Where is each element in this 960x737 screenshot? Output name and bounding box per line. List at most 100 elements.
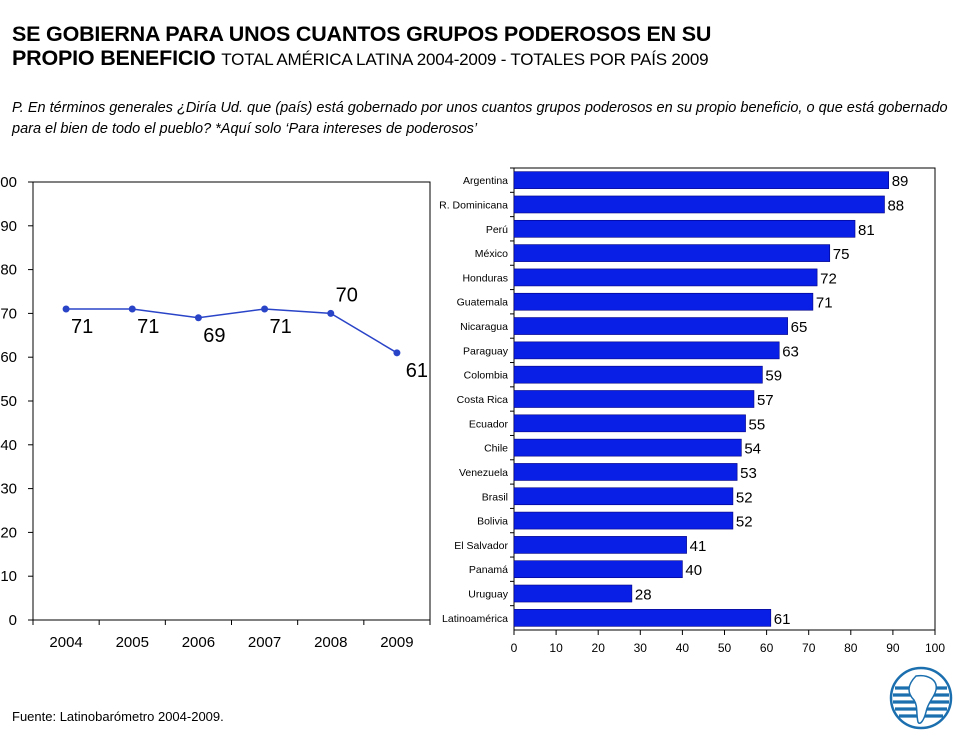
x-tick-label: 100 — [925, 641, 945, 655]
bar-value-label: 81 — [858, 222, 875, 239]
category-label: Bolivia — [477, 516, 508, 528]
x-tick-label: 2007 — [248, 634, 281, 651]
bar-value-label: 88 — [887, 197, 904, 214]
y-tick-label: 70 — [0, 305, 17, 322]
bar — [513, 584, 633, 603]
bar — [513, 511, 734, 530]
bar — [513, 341, 780, 360]
bar — [513, 463, 738, 481]
x-tick-label: 50 — [718, 641, 732, 655]
category-label: Latinoamérica — [442, 613, 508, 625]
y-tick-label: 40 — [0, 437, 17, 454]
y-tick-label: 30 — [0, 481, 17, 498]
bar-value-label: 72 — [820, 270, 837, 287]
x-tick-label: 2006 — [182, 634, 215, 651]
category-label: Brasil — [482, 491, 508, 503]
data-label: 71 — [269, 316, 291, 338]
data-point — [327, 309, 335, 317]
bar — [513, 292, 814, 311]
x-tick-label: 70 — [802, 641, 816, 655]
bar-value-label: 59 — [765, 368, 782, 385]
bar-value-label: 28 — [635, 587, 652, 604]
category-label: Chile — [484, 443, 508, 455]
x-tick-label: 2008 — [314, 634, 347, 651]
bar — [513, 171, 889, 189]
y-tick-label: 0 — [9, 612, 17, 629]
bar — [513, 609, 772, 627]
category-label: México — [475, 248, 508, 260]
category-label: R. Dominicana — [439, 199, 508, 211]
y-tick-label: 60 — [0, 349, 17, 366]
bar — [513, 195, 885, 214]
x-tick-label: 2004 — [49, 634, 82, 651]
bar — [513, 414, 746, 433]
data-label: 61 — [406, 360, 428, 382]
category-label: Colombia — [464, 370, 509, 382]
page-subtitle: TOTAL AMÉRICA LATINA 2004-2009 - TOTALES… — [221, 50, 709, 69]
y-tick-label: 50 — [0, 393, 17, 410]
x-tick-label: 2005 — [116, 634, 149, 651]
bar — [513, 244, 831, 262]
bar-value-label: 71 — [816, 295, 833, 312]
survey-question: P. En términos generales ¿Diría Ud. que … — [12, 100, 948, 137]
y-tick-label: 20 — [0, 524, 17, 541]
plot-frame — [32, 181, 431, 621]
y-tick-label: 10 — [0, 568, 17, 585]
category-label: Venezuela — [459, 467, 508, 479]
data-point — [128, 305, 136, 313]
bar — [513, 536, 687, 554]
bar — [513, 219, 856, 238]
x-tick-label: 80 — [844, 641, 858, 655]
bar-value-label: 52 — [736, 489, 753, 506]
x-tick-label: 0 — [511, 641, 518, 655]
data-label: 71 — [71, 316, 93, 338]
page-title-line1: SE GOBIERNA PARA UNOS CUANTOS GRUPOS POD… — [12, 22, 712, 46]
bar-value-label: 40 — [685, 562, 702, 579]
latinobarometro-logo — [889, 666, 953, 730]
x-tick-label: 30 — [634, 641, 648, 655]
bar-value-label: 52 — [736, 514, 753, 531]
category-label: Costa Rica — [457, 394, 509, 406]
bar-chart: 0 10 20 30 40 50 60 70 80 90 100 Argentina 89 R. Domi… — [439, 167, 945, 655]
bar-value-label: 57 — [757, 392, 774, 409]
bar — [513, 317, 788, 335]
bar-value-label: 55 — [749, 416, 766, 433]
bar — [513, 365, 763, 384]
data-label: 71 — [137, 316, 159, 338]
x-tick-label: 40 — [676, 641, 690, 655]
category-label: Panamá — [469, 564, 508, 576]
x-tick-label: 20 — [592, 641, 606, 655]
category-label: Guatemala — [457, 297, 509, 309]
category-label: Perú — [486, 224, 508, 236]
category-label: Paraguay — [463, 345, 509, 357]
line-chart: 0 10 20 30 40 50 60 70 80 90 100 2004 2005 2006 2007 20… — [0, 174, 431, 651]
bar — [513, 487, 734, 506]
category-label: Ecuador — [469, 418, 509, 430]
bar-value-label: 65 — [791, 319, 808, 336]
y-tick-label: 80 — [0, 262, 17, 279]
bar-value-label: 54 — [744, 441, 761, 458]
bar — [513, 268, 818, 287]
bar-value-label: 63 — [782, 343, 799, 360]
bar — [513, 560, 683, 579]
page-title-bold: PROPIO BENEFICIO — [12, 46, 216, 70]
category-label: Uruguay — [468, 589, 508, 601]
category-label: Argentina — [463, 175, 508, 187]
y-tick-label: 90 — [0, 218, 17, 235]
bar-value-label: 61 — [774, 611, 791, 628]
y-tick-label: 100 — [0, 174, 17, 191]
page-title-line2: PROPIO BENEFICIO TOTAL AMÉRICA LATINA 20… — [12, 46, 952, 72]
series-line — [66, 308, 398, 354]
x-tick-label: 10 — [549, 641, 563, 655]
data-point — [194, 314, 202, 322]
data-point — [62, 305, 70, 313]
category-label: Nicaragua — [460, 321, 508, 333]
data-label: 69 — [203, 325, 225, 347]
x-tick-label: 2009 — [380, 634, 413, 651]
bar-value-label: 89 — [892, 173, 909, 190]
category-label: Honduras — [462, 272, 508, 284]
bar — [513, 390, 755, 408]
category-label: El Salvador — [454, 540, 508, 552]
source-note: Fuente: Latinobarómetro 2004-2009. — [12, 709, 224, 724]
bar-value-label: 53 — [740, 465, 757, 482]
